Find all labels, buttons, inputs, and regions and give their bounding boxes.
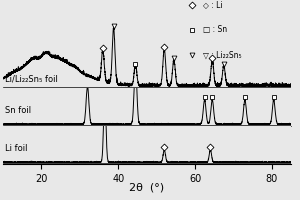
Text: Li/Li₂₂Sn₅ foil: Li/Li₂₂Sn₅ foil — [5, 74, 58, 83]
Text: □ : Sn: □ : Sn — [203, 25, 227, 34]
Text: Li foil: Li foil — [5, 144, 27, 153]
Text: 2θ  (°): 2θ (°) — [129, 182, 165, 192]
Text: Sn foil: Sn foil — [5, 106, 31, 115]
Text: ▽ : Li₂₂Sn₅: ▽ : Li₂₂Sn₅ — [203, 51, 242, 60]
Text: ◇ : Li: ◇ : Li — [203, 0, 223, 9]
